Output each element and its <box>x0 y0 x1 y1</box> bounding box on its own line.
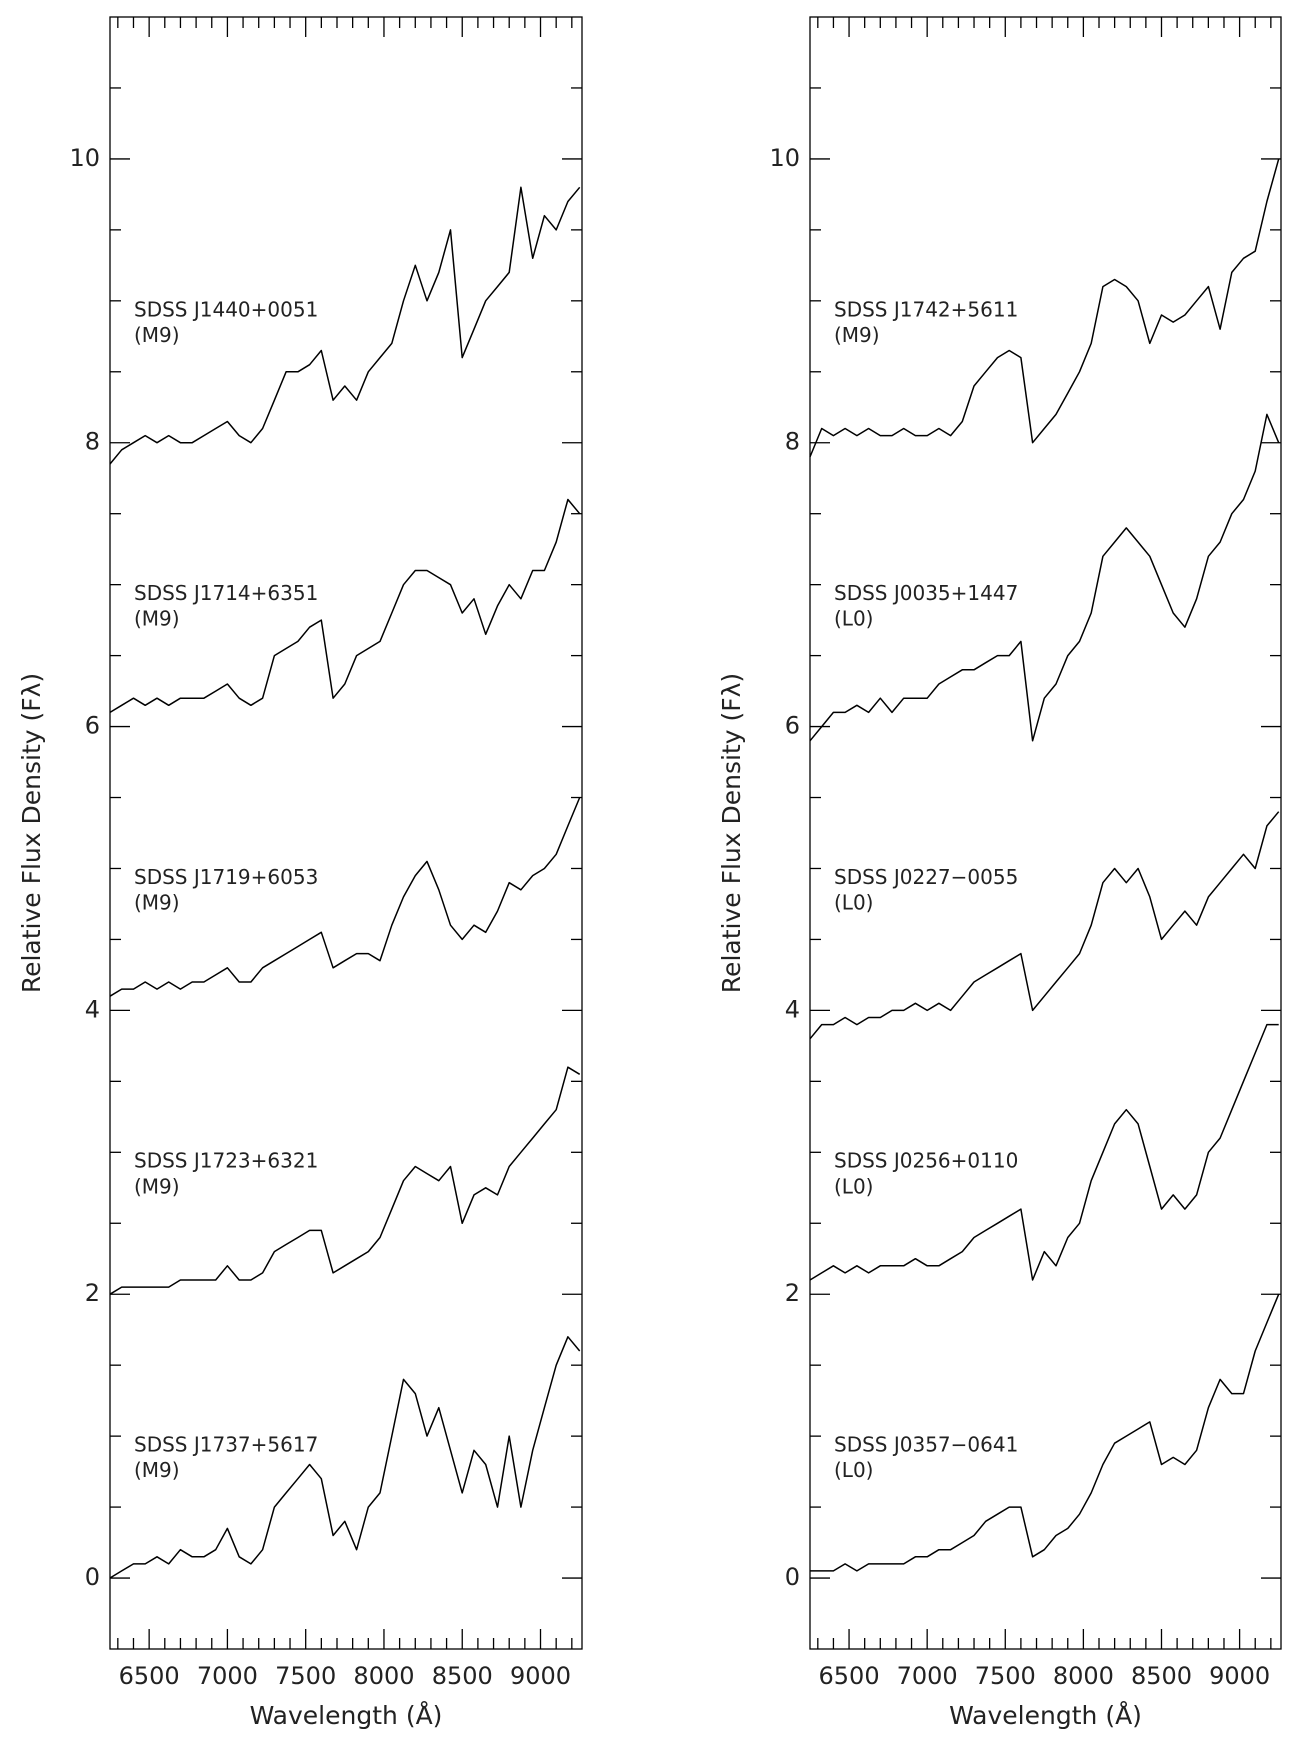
x-tick-label: 6500 <box>119 1662 180 1690</box>
spectrum-line <box>809 1023 1279 1281</box>
spectrum-name: SDSS J1742+5611 <box>834 297 1018 321</box>
x-tick-label: 7500 <box>275 1662 336 1690</box>
x-tick-label: 7000 <box>197 1662 258 1690</box>
y-tick-label: 2 <box>85 1279 100 1307</box>
y-tick-label: 8 <box>785 428 800 456</box>
x-tick-label: 8000 <box>1053 1662 1114 1690</box>
spectrum-name: SDSS J0227−0055 <box>834 865 1018 889</box>
spectrum-line <box>109 498 581 714</box>
y-tick-label: 10 <box>769 144 800 172</box>
spectral-type: (M9) <box>834 323 880 347</box>
y-tick-label: 6 <box>785 712 800 740</box>
spectrum-line <box>109 797 581 997</box>
spectral-type: (M9) <box>134 890 180 914</box>
y-axis-label: Relative Flux Density (Fλ) <box>717 673 746 993</box>
spectrum-name: SDSS J0035+1447 <box>834 581 1018 605</box>
y-tick-label: 4 <box>85 995 100 1023</box>
spectral-type: (L0) <box>834 607 873 631</box>
spectrum-name: SDSS J1440+0051 <box>134 297 318 321</box>
x-tick-label: 9000 <box>1209 1662 1270 1690</box>
x-tick-label: 8500 <box>432 1662 493 1690</box>
spectral-type: (M9) <box>134 323 180 347</box>
x-tick-label: 6500 <box>819 1662 880 1690</box>
spectrum-line <box>109 1066 581 1295</box>
y-tick-label: 4 <box>785 995 800 1023</box>
spectral-type: (L0) <box>834 1458 873 1482</box>
plot-frame <box>109 16 583 1650</box>
y-tick-label: 2 <box>785 1279 800 1307</box>
x-axis-label: Wavelength (Å) <box>250 1701 443 1730</box>
y-tick-label: 10 <box>69 144 100 172</box>
x-tick-label: 7000 <box>897 1662 958 1690</box>
spectral-type: (M9) <box>134 1458 180 1482</box>
y-tick-label: 0 <box>785 1563 800 1591</box>
spectrum-line <box>809 413 1280 742</box>
y-axis-label: Relative Flux Density (Fλ) <box>17 673 46 993</box>
spectral-type: (L0) <box>834 1174 873 1198</box>
spectrum-line <box>109 186 581 465</box>
spectrum-line <box>809 811 1280 1040</box>
spectrum-name: SDSS J1719+6053 <box>134 865 318 889</box>
y-tick-label: 6 <box>85 712 100 740</box>
spectrum-line <box>810 1293 1280 1572</box>
x-tick-label: 8000 <box>353 1662 414 1690</box>
y-tick-label: 8 <box>85 428 100 456</box>
spectrum-name: SDSS J1737+5617 <box>134 1433 318 1457</box>
spectral-type: (M9) <box>134 1174 180 1198</box>
spectrum-name: SDSS J0256+0110 <box>834 1149 1018 1173</box>
spectrum-name: SDSS J1723+6321 <box>134 1149 318 1173</box>
y-tick-label: 0 <box>85 1563 100 1591</box>
spectral-type: (M9) <box>134 607 180 631</box>
plot-frame <box>809 16 1282 1650</box>
spectrum-name: SDSS J0357−0641 <box>834 1433 1018 1457</box>
x-tick-label: 7500 <box>975 1662 1036 1690</box>
x-tick-label: 9000 <box>510 1662 571 1690</box>
spectrum-line <box>109 1336 581 1579</box>
spectrum-name: SDSS J1714+6351 <box>134 581 318 605</box>
x-tick-label: 8500 <box>1131 1662 1192 1690</box>
x-axis-label: Wavelength (Å) <box>949 1701 1142 1730</box>
spectrum-line <box>809 158 1280 458</box>
spectral-type: (L0) <box>834 890 873 914</box>
